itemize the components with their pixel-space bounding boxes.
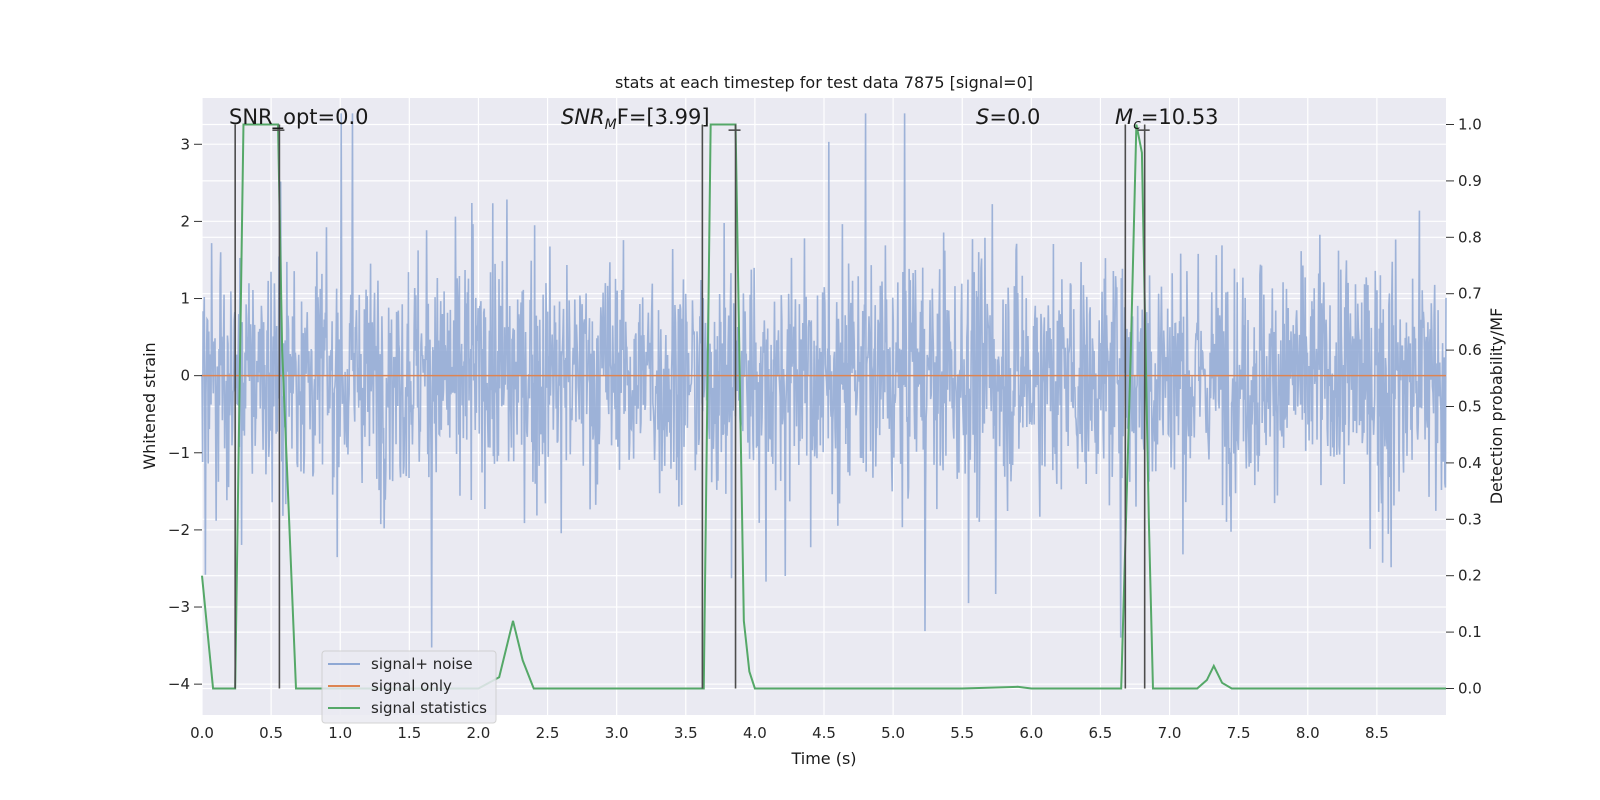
- s-value: =0.0: [989, 105, 1040, 129]
- y2-tick-label: 1.0: [1458, 116, 1482, 134]
- signal-noise-series: [201, 113, 1447, 648]
- y2-tick-label: 0.5: [1458, 398, 1482, 416]
- x-tick-label: 3.0: [605, 724, 629, 742]
- vertical-markers: [234, 124, 1150, 689]
- y-axis-label: Whitened strain: [140, 342, 159, 469]
- x-tick-label: 7.5: [1227, 724, 1251, 742]
- y-tick-label: −3: [168, 598, 190, 616]
- snr-mf-annotation: SNRMF=[3.99]: [561, 105, 710, 133]
- mc-value: =10.53: [1141, 105, 1219, 129]
- y2-tick-label: 0.8: [1458, 228, 1482, 246]
- s-annotation: S=0.0: [976, 105, 1040, 129]
- chart-title: stats at each timestep for test data 787…: [615, 73, 1033, 92]
- legend-label-signal-statistics: signal statistics: [371, 699, 487, 717]
- x-tick-label: 8.5: [1365, 724, 1389, 742]
- x-tick-label: 2.0: [467, 724, 491, 742]
- s-symbol: S: [976, 105, 989, 129]
- x-tick-label: 6.0: [1019, 724, 1043, 742]
- x-tick-label: 4.0: [743, 724, 767, 742]
- y-tick-label: 1: [180, 290, 190, 308]
- y2-tick-label: 0.9: [1458, 172, 1482, 190]
- legend-label-signal-noise: signal+ noise: [371, 655, 473, 673]
- y-tick-labels: 3 2 1 0 −1 −2 −3 −4: [168, 135, 202, 693]
- snr-mf-subscript: M: [605, 117, 617, 133]
- y2-tick-label: 0.2: [1458, 567, 1482, 585]
- y-tick-label: 3: [180, 135, 190, 153]
- x-tick-labels: 0.0 0.5 1.0 1.5 2.0 2.5 3.0 3.5 4.0 4.5 5.0 5.5 6.0 6…: [190, 724, 1389, 742]
- snr-mf-value: F=[3.99]: [617, 105, 710, 129]
- legend-box: [321, 650, 497, 724]
- y2-tick-label: 0.3: [1458, 510, 1482, 528]
- y2-tick-label: 0.1: [1458, 623, 1482, 641]
- y-tick-label: 2: [180, 212, 190, 230]
- x-tick-label: 0.0: [190, 724, 214, 742]
- snr-opt-annotation: SNR_opt=0.0: [229, 105, 369, 130]
- x-tick-label: 3.5: [674, 724, 698, 742]
- mc-subscript: c: [1133, 117, 1141, 133]
- x-tick-label: 5.5: [950, 724, 974, 742]
- y2-tick-label: 0.0: [1458, 679, 1482, 697]
- y-tick-label: −1: [168, 444, 190, 462]
- x-tick-label: 7.0: [1158, 724, 1182, 742]
- signal-noise-line: [201, 113, 1447, 648]
- snr-mf-symbol: SNR: [561, 105, 605, 129]
- x-tick-label: 6.5: [1089, 724, 1113, 742]
- y2-axis-label: Detection probability/MF: [1487, 308, 1506, 505]
- x-tick-label: 8.0: [1296, 724, 1320, 742]
- mc-annotation: Mc=10.53: [1115, 105, 1219, 133]
- x-tick-label: 1.0: [328, 724, 352, 742]
- y2-tick-label: 0.7: [1458, 285, 1482, 303]
- x-tick-label: 2.5: [536, 724, 560, 742]
- mc-symbol: M: [1115, 105, 1133, 129]
- x-tick-label: 0.5: [259, 724, 283, 742]
- y-tick-label: −4: [168, 675, 190, 693]
- y2-tick-label: 0.6: [1458, 341, 1482, 359]
- x-tick-label: 4.5: [812, 724, 836, 742]
- x-tick-label: 1.5: [397, 724, 421, 742]
- y-tick-label: −2: [168, 521, 190, 539]
- y2-tick-labels: 1.0 0.9 0.8 0.7 0.6 0.5 0.4 0.3 0.2 0.1 0.0: [1446, 116, 1482, 697]
- legend-label-signal-only: signal only: [371, 677, 452, 695]
- y-tick-label: 0: [180, 367, 190, 385]
- x-axis-label: Time (s): [790, 749, 856, 768]
- legend: signal+ noise signal only signal statist…: [321, 650, 497, 724]
- x-tick-label: 5.0: [881, 724, 905, 742]
- y2-tick-label: 0.4: [1458, 454, 1482, 472]
